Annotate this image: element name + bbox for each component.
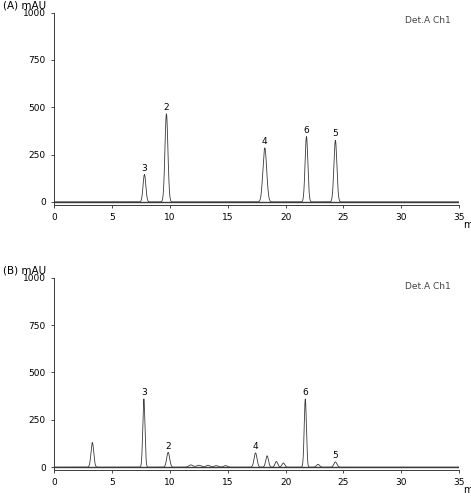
Text: 4: 4 (253, 442, 259, 452)
Text: 2: 2 (163, 103, 169, 112)
Text: 3: 3 (142, 164, 147, 172)
Text: (B) mAU: (B) mAU (3, 266, 46, 276)
Text: Det.A Ch1: Det.A Ch1 (406, 282, 451, 290)
Text: (A) mAU: (A) mAU (3, 0, 46, 10)
Text: 5: 5 (333, 452, 338, 460)
Text: 3: 3 (141, 388, 147, 397)
Text: 2: 2 (165, 442, 171, 451)
Text: min: min (463, 220, 471, 230)
Text: 6: 6 (302, 388, 308, 397)
Text: min: min (463, 486, 471, 496)
Text: 4: 4 (262, 137, 268, 146)
Text: Det.A Ch1: Det.A Ch1 (406, 16, 451, 26)
Text: 5: 5 (333, 130, 338, 138)
Text: 6: 6 (304, 126, 309, 134)
